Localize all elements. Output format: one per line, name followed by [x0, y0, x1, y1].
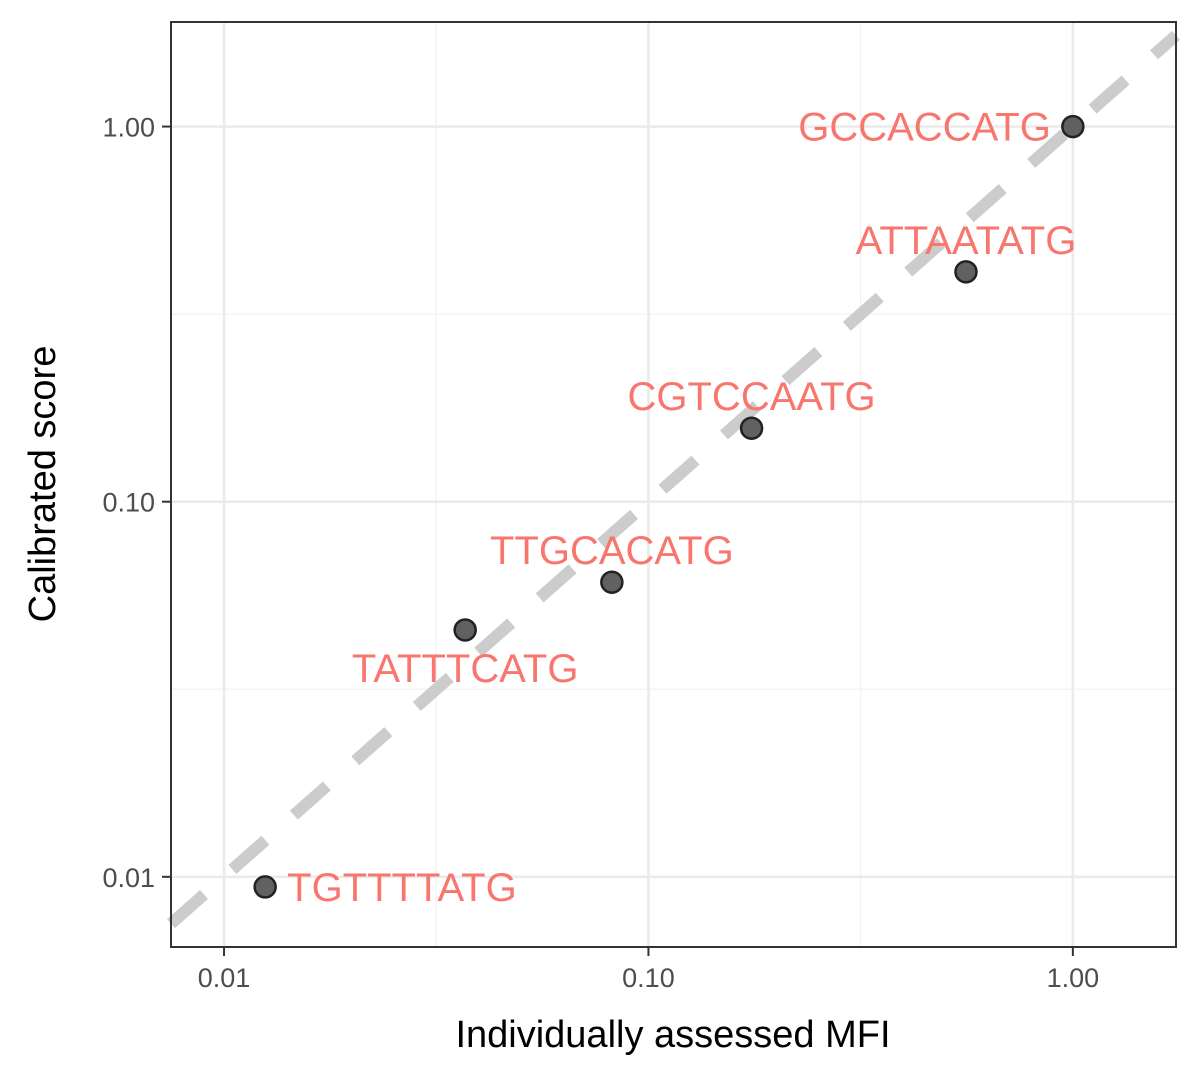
data-point [253, 875, 277, 899]
y-tick-label: 0.01 [102, 863, 155, 893]
identity-dashed-line [167, 30, 1180, 929]
data-points [253, 114, 1085, 899]
point-label: GCCACCATG [798, 106, 1051, 150]
data-point [954, 260, 978, 284]
x-tick-label: 0.01 [198, 963, 251, 993]
reference-line [167, 30, 1180, 929]
x-tick-label: 0.10 [622, 963, 675, 993]
point-label: CGTCCAATG [628, 375, 876, 419]
y-axis-title: Calibrated score [22, 346, 64, 623]
data-point [739, 416, 764, 440]
y-tick-label: 0.10 [102, 488, 155, 518]
x-tick-label: 1.00 [1047, 963, 1100, 993]
x-axis-title: Individually assessed MFI [455, 1014, 890, 1056]
point-label: TATTTCATG [352, 647, 579, 691]
point-label: ATTAATATG [856, 219, 1077, 263]
axis-ticks: 0.01 0.10 1.00 0.01 0.10 1.00 [102, 113, 1099, 993]
data-point [1061, 114, 1085, 139]
y-tick-label: 1.00 [102, 113, 155, 143]
data-point [600, 570, 624, 594]
point-label: TTGCACATG [490, 529, 734, 573]
grid-lines [171, 22, 1176, 947]
point-labels: GCCACCATG ATTAATATG CGTCCAATG TTGCACATG TATT… [287, 106, 1076, 910]
point-label: TGTTTTATG [287, 866, 517, 910]
data-point [453, 618, 477, 642]
panel-border [170, 21, 1177, 948]
